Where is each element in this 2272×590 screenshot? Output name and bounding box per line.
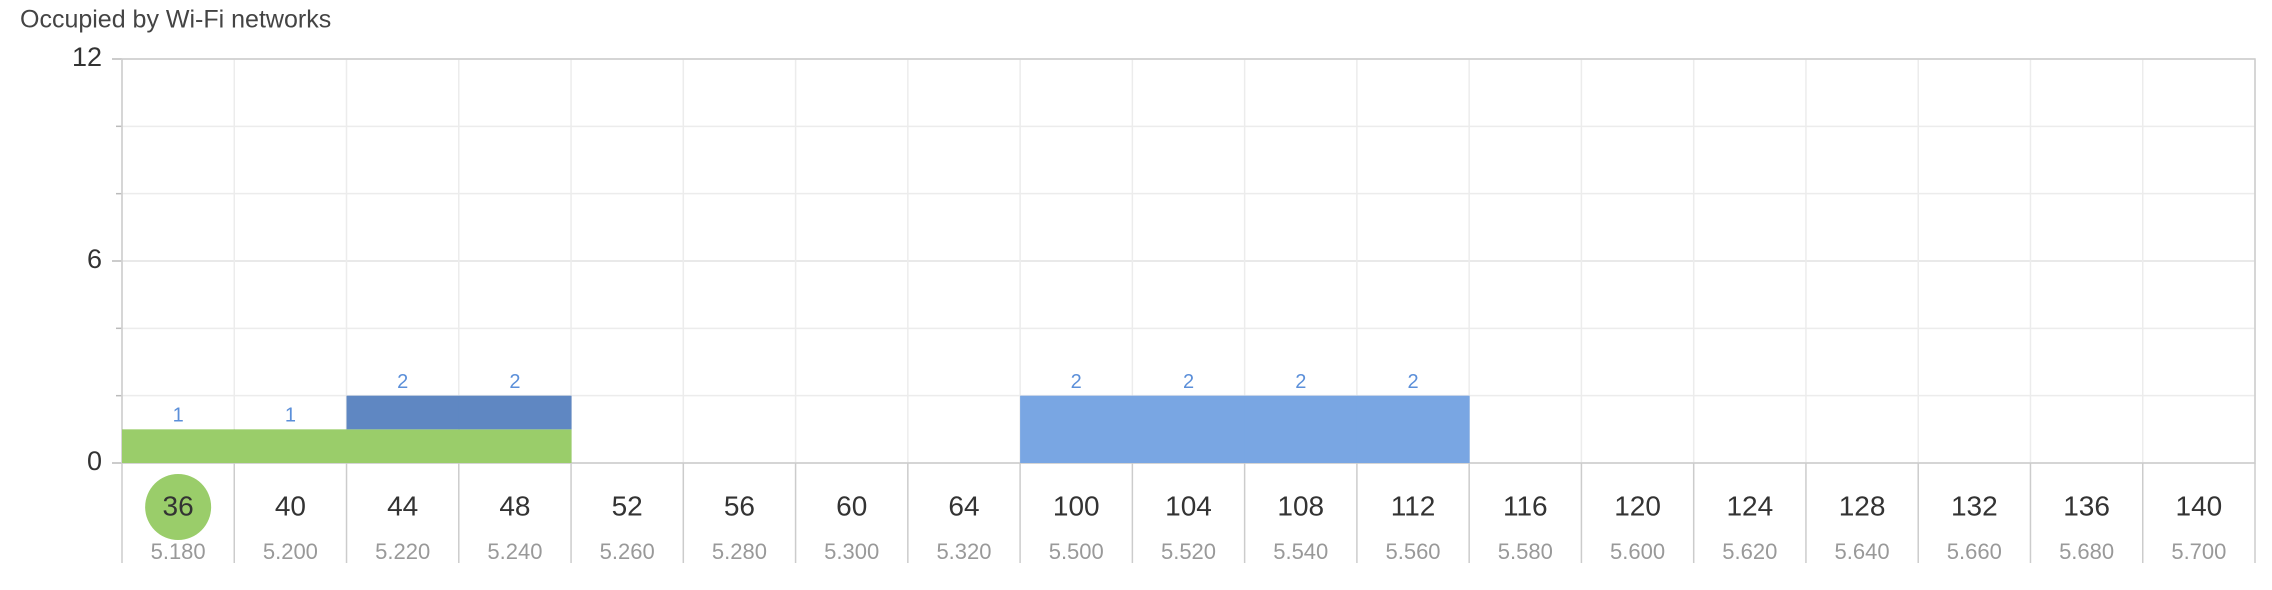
bar-segment	[346, 395, 460, 430]
x-tick-label: 56	[724, 490, 755, 521]
frequency-label: 5.280	[712, 539, 767, 564]
y-tick-label: 6	[87, 244, 102, 274]
frequency-label: 5.300	[824, 539, 879, 564]
frequency-label: 5.600	[1610, 539, 1665, 564]
frequency-label: 5.180	[151, 539, 206, 564]
x-tick-label: 64	[948, 490, 979, 521]
x-tick-label: 52	[612, 490, 643, 521]
bar-segment	[458, 429, 572, 463]
x-tick-label: 36	[163, 490, 194, 521]
value-label: 2	[1295, 371, 1306, 393]
x-tick-label: 112	[1391, 490, 1436, 521]
x-tick-label: 132	[1951, 490, 1998, 521]
value-label: 1	[285, 405, 296, 427]
bar-segment	[1244, 395, 1358, 463]
value-label: 2	[1071, 371, 1082, 393]
bar-segment	[1132, 395, 1246, 463]
bar-segment	[234, 429, 348, 463]
frequency-label: 5.560	[1385, 539, 1440, 564]
value-label: 2	[1183, 371, 1194, 393]
frequency-label: 5.680	[2059, 539, 2114, 564]
x-tick-label: 116	[1503, 490, 1548, 521]
x-tick-label: 104	[1165, 490, 1212, 521]
frequency-label: 5.640	[1835, 539, 1890, 564]
x-tick-label: 100	[1053, 490, 1100, 521]
x-tick-label: 136	[2063, 490, 2110, 521]
x-tick-label: 140	[2176, 490, 2223, 521]
chart-title: Occupied by Wi-Fi networks	[20, 6, 331, 34]
value-label: 2	[1407, 371, 1418, 393]
x-tick-label: 128	[1839, 490, 1886, 521]
frequency-label: 5.660	[1947, 539, 2002, 564]
x-tick-label: 40	[275, 490, 306, 521]
frequency-label: 5.700	[2171, 539, 2226, 564]
value-label: 2	[509, 371, 520, 393]
bar-segment	[458, 395, 572, 430]
frequency-label: 5.500	[1049, 539, 1104, 564]
bar-segment	[1020, 395, 1133, 463]
bar-segment	[122, 429, 235, 463]
y-tick-label: 0	[87, 446, 102, 476]
value-label: 2	[397, 371, 408, 393]
frequency-label: 5.240	[487, 539, 542, 564]
frequency-label: 5.620	[1722, 539, 1777, 564]
x-tick-label: 108	[1277, 490, 1324, 521]
frequency-label: 5.540	[1273, 539, 1328, 564]
frequency-label: 5.200	[263, 539, 318, 564]
x-tick-label: 60	[836, 490, 867, 521]
bar-segment	[346, 429, 460, 463]
frequency-label: 5.260	[600, 539, 655, 564]
frequency-label: 5.220	[375, 539, 430, 564]
x-tick-label: 124	[1726, 490, 1773, 521]
x-tick-label: 120	[1614, 490, 1661, 521]
selected-channel	[145, 474, 212, 540]
frequency-label: 5.520	[1161, 539, 1216, 564]
frequency-label: 5.320	[936, 539, 991, 564]
frequency-label: 5.580	[1498, 539, 1553, 564]
y-tick-label: 12	[72, 42, 102, 72]
bar-segment	[1356, 395, 1470, 463]
x-tick-label: 48	[499, 490, 530, 521]
x-tick-label: 44	[387, 490, 418, 521]
value-label: 1	[173, 405, 184, 427]
